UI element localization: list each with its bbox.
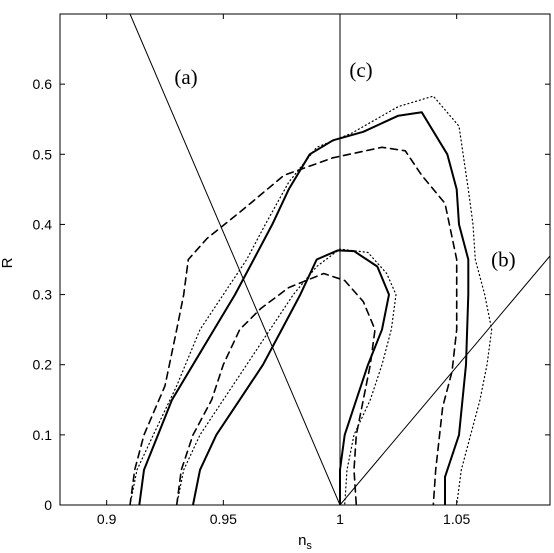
y-tick-label: 0 — [44, 497, 52, 513]
y-tick-label: 0.4 — [33, 216, 53, 232]
x-axis-label-subscript: s — [306, 540, 312, 552]
annotation-c: (c) — [349, 58, 372, 82]
reference-line-8 — [339, 255, 550, 505]
contour-dotted-5 — [176, 248, 397, 505]
x-tick-label: 1.05 — [443, 511, 470, 527]
tick-layer: 0.9 0.95 1 1.05 0 0.1 0.2 0.3 0.4 0.5 0.6 — [33, 14, 550, 527]
y-tick-label: 0.3 — [33, 287, 53, 303]
contour-solid-0 — [138, 111, 470, 505]
x-axis-label: ns — [298, 532, 312, 552]
y-tick-label: 0.6 — [33, 76, 53, 92]
plot-area — [59, 13, 551, 506]
annotation-b: (b) — [491, 248, 516, 272]
contour-dashed-1 — [129, 146, 458, 505]
y-axis-label: R — [0, 257, 16, 268]
x-tick-label: 0.9 — [97, 511, 117, 527]
series-layer — [129, 14, 550, 505]
contour-dotted-2 — [129, 95, 493, 505]
contour-solid-3 — [192, 249, 390, 505]
x-tick-label: 1 — [336, 511, 344, 527]
x-axis-label-main: n — [298, 532, 306, 549]
annotation-a: (a) — [174, 65, 197, 89]
y-tick-label: 0.1 — [33, 427, 53, 443]
y-tick-label: 0.5 — [33, 146, 53, 162]
reference-line-6 — [129, 14, 341, 505]
x-tick-label: 0.95 — [210, 511, 237, 527]
y-tick-label: 0.2 — [33, 357, 53, 373]
contour-dashed-4 — [175, 272, 376, 505]
